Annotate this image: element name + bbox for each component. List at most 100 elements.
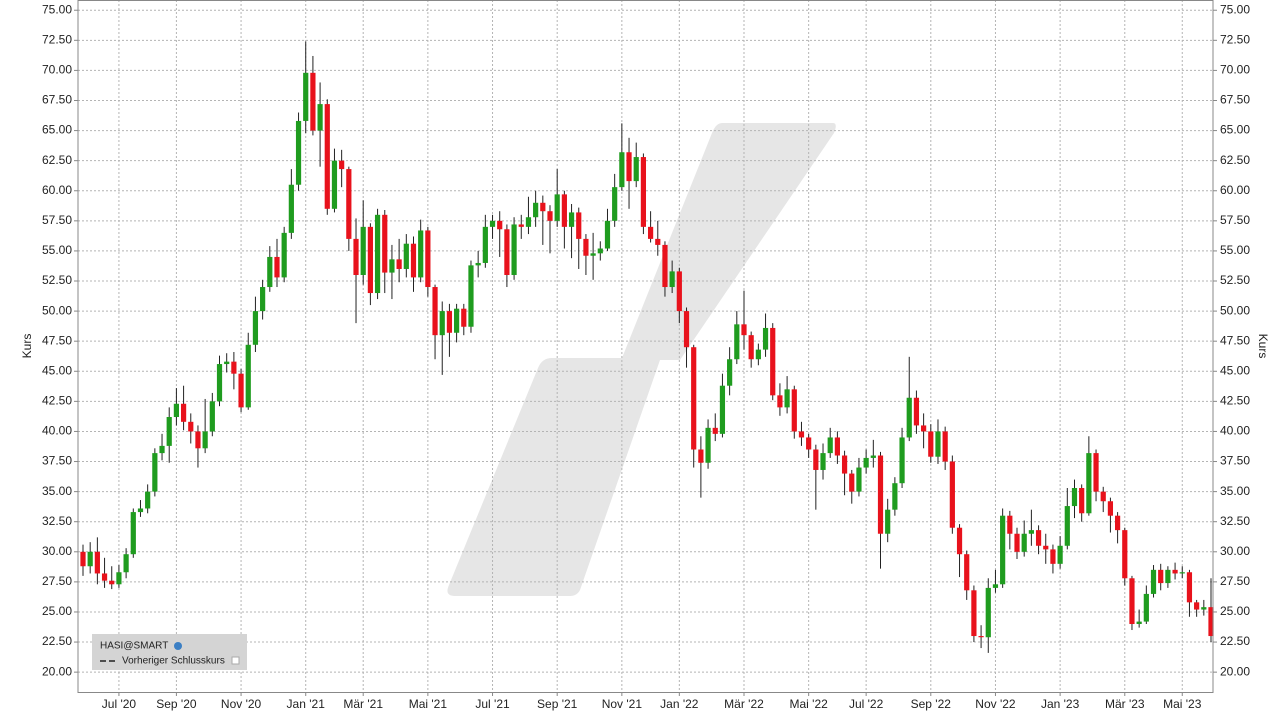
candle-body xyxy=(310,72,316,131)
x-tick-label: Mär '23 xyxy=(1105,697,1145,711)
candle-body xyxy=(561,194,567,227)
candle-body xyxy=(1186,572,1193,603)
candle-body xyxy=(188,421,194,432)
candle-body xyxy=(137,508,144,513)
candle-body xyxy=(252,311,259,345)
candle-body xyxy=(928,431,934,457)
candle-body xyxy=(1114,515,1121,531)
candle-body xyxy=(798,431,805,438)
y-tick-label: 27.50 xyxy=(42,574,72,588)
candle-body xyxy=(1172,569,1178,574)
candle-body xyxy=(489,220,496,227)
candle-body xyxy=(1086,453,1092,514)
y-tick-label: 52.50 xyxy=(42,273,72,287)
candle-body xyxy=(849,473,855,492)
candle-body xyxy=(949,461,955,528)
candle-body xyxy=(820,453,826,470)
candle-body xyxy=(303,72,309,121)
candle-body xyxy=(123,554,129,573)
candle-body xyxy=(1150,569,1157,594)
x-tick-label: Jul '20 xyxy=(102,697,137,711)
x-tick-label: Mär '21 xyxy=(343,697,383,711)
candle-body xyxy=(454,308,460,333)
candle-body xyxy=(1028,530,1034,534)
candle-body xyxy=(439,311,445,336)
candle-body xyxy=(956,527,963,555)
candle-body xyxy=(1071,488,1078,507)
candle-body xyxy=(762,327,769,350)
y-tick-label: 37.50 xyxy=(42,454,72,468)
candle-body xyxy=(525,217,532,227)
y2-axis-title: Kurs xyxy=(1256,334,1270,359)
candle-body xyxy=(554,194,560,221)
y2-tick-label: 40.00 xyxy=(1220,424,1250,438)
candle-body xyxy=(403,243,409,269)
y2-tick-label: 22.50 xyxy=(1220,634,1250,648)
candle-body xyxy=(547,211,553,221)
candle-body xyxy=(497,220,503,230)
candle-body xyxy=(209,401,215,432)
y2-tick-label: 50.00 xyxy=(1220,303,1250,317)
candles xyxy=(80,41,1214,653)
watermark xyxy=(447,123,836,596)
candle-body xyxy=(633,157,639,182)
legend-icon xyxy=(174,642,182,650)
candle-body xyxy=(899,437,905,484)
x-tick-label: Mai '23 xyxy=(1163,697,1202,711)
candle-body xyxy=(540,202,546,212)
candle-body xyxy=(180,403,187,422)
candle-body xyxy=(612,187,618,221)
candle-body xyxy=(418,230,424,278)
candle-body xyxy=(410,243,417,278)
candle-body xyxy=(1201,607,1207,610)
candle-body xyxy=(245,344,251,408)
y2-tick-label: 45.00 xyxy=(1220,363,1250,377)
y2-tick-label: 25.00 xyxy=(1220,604,1250,618)
candle-body xyxy=(1057,545,1063,564)
legend-checkbox[interactable] xyxy=(231,656,240,665)
y-tick-label: 75.00 xyxy=(42,2,72,16)
candle-body xyxy=(288,184,294,233)
candle-body xyxy=(576,212,582,239)
candle-body xyxy=(698,449,704,463)
candle-body xyxy=(727,359,733,386)
candle-body xyxy=(885,509,891,534)
candle-body xyxy=(669,271,675,288)
y-tick-label: 57.50 xyxy=(42,213,72,227)
y-tick-label: 30.00 xyxy=(42,544,72,558)
candle-body xyxy=(755,349,761,360)
candle-body xyxy=(806,437,812,450)
candle-body xyxy=(827,437,833,454)
candle-body xyxy=(224,361,230,365)
candle-body xyxy=(295,120,302,185)
candle-body xyxy=(1122,530,1128,579)
candle-body xyxy=(813,449,819,470)
candle-body xyxy=(1100,491,1106,502)
candle-body xyxy=(906,397,912,438)
candle-body xyxy=(834,437,840,456)
x-tick-label: Jul '22 xyxy=(849,697,884,711)
y2-tick-label: 67.50 xyxy=(1220,93,1250,107)
candle-body xyxy=(992,584,999,588)
x-tick-label: Sep '22 xyxy=(911,697,952,711)
candle-body xyxy=(1064,506,1070,546)
candle-body xyxy=(626,152,632,182)
y-tick-label: 45.00 xyxy=(42,363,72,377)
candle-body xyxy=(446,311,453,333)
candle-body xyxy=(856,467,862,492)
x-tick-label: Jan '23 xyxy=(1041,697,1080,711)
candle-body xyxy=(942,431,948,462)
candle-body xyxy=(655,238,661,245)
candle-body xyxy=(166,417,172,446)
candle-body xyxy=(482,226,488,263)
candle-body xyxy=(913,397,920,426)
y2-tick-label: 35.00 xyxy=(1220,484,1250,498)
y-tick-label: 22.50 xyxy=(42,634,72,648)
candle-body xyxy=(145,491,151,509)
candle-body xyxy=(705,427,711,463)
y2-tick-label: 30.00 xyxy=(1220,544,1250,558)
candle-body xyxy=(964,554,970,591)
candle-body xyxy=(568,212,575,227)
candle-body xyxy=(1129,578,1135,625)
